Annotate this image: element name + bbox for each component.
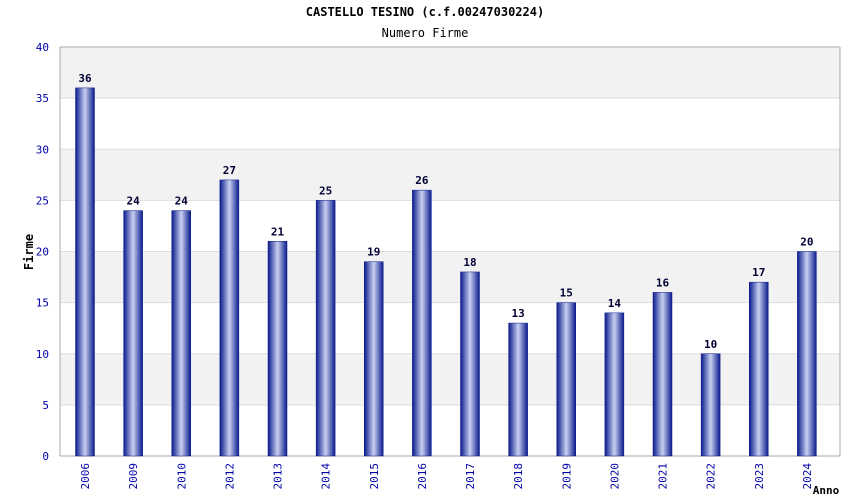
chart-title: CASTELLO TESINO (c.f.00247030224) — [305, 5, 545, 19]
bar — [315, 200, 336, 457]
bar-value-label: 24 — [127, 195, 141, 208]
bar-value-label: 18 — [463, 256, 476, 269]
bar-value-label: 25 — [319, 184, 332, 197]
bar-value-label: 36 — [78, 72, 92, 85]
bar — [267, 241, 288, 457]
x-tick-label: 2023 — [753, 463, 766, 490]
y-tick-label: 15 — [36, 297, 49, 310]
bar-value-label: 16 — [656, 276, 670, 289]
grid-band — [60, 149, 840, 201]
bar-value-label: 14 — [608, 297, 622, 310]
bar — [508, 322, 528, 457]
bar — [123, 210, 143, 457]
bar — [171, 210, 191, 457]
grid-band — [60, 47, 840, 99]
y-tick-label: 0 — [42, 450, 49, 463]
x-tick-label: 2012 — [223, 463, 236, 490]
bar-value-label: 19 — [367, 246, 380, 259]
x-tick-label: 2006 — [79, 463, 92, 490]
bar-value-label: 13 — [512, 307, 525, 320]
x-tick-label: 2014 — [320, 463, 333, 490]
x-tick-label: 2024 — [801, 463, 814, 490]
bar-value-label: 26 — [415, 174, 429, 187]
bar-value-label: 21 — [271, 225, 285, 238]
bar — [412, 189, 432, 457]
y-tick-label: 10 — [36, 348, 49, 361]
y-tick-label: 40 — [36, 41, 49, 54]
bar-value-label: 10 — [704, 338, 717, 351]
bar — [797, 251, 817, 457]
y-tick-label: 25 — [36, 194, 49, 207]
bar-value-label: 27 — [223, 164, 236, 177]
x-tick-label: 2022 — [705, 463, 718, 490]
x-tick-label: 2021 — [657, 463, 670, 490]
bar — [219, 179, 240, 457]
x-tick-label: 2013 — [272, 463, 285, 490]
bar — [604, 312, 625, 457]
x-tick-label: 2010 — [175, 463, 188, 490]
bar-value-label: 20 — [800, 236, 813, 249]
x-axis-label: Anno — [813, 484, 840, 497]
y-axis-label: Firme — [22, 234, 36, 270]
x-tick-label: 2019 — [560, 463, 573, 490]
bar — [749, 281, 769, 457]
x-tick-label: 2016 — [416, 463, 429, 490]
bar — [460, 271, 480, 457]
bar — [700, 353, 721, 457]
x-tick-label: 2018 — [512, 463, 525, 490]
chart-subtitle: Numero Firme — [381, 26, 469, 40]
bar-value-label: 15 — [560, 287, 573, 300]
bar — [75, 87, 95, 457]
y-tick-label: 20 — [36, 246, 49, 259]
x-tick-label: 2009 — [127, 463, 140, 490]
x-tick-label: 2017 — [464, 463, 477, 490]
bar — [556, 302, 576, 457]
bar-value-label: 17 — [752, 266, 765, 279]
x-tick-label: 2015 — [368, 463, 381, 490]
bar — [364, 261, 384, 457]
bar-value-label: 24 — [175, 195, 189, 208]
y-tick-label: 5 — [42, 399, 49, 412]
bar — [652, 292, 673, 457]
y-tick-label: 35 — [36, 92, 49, 105]
y-tick-label: 30 — [36, 143, 49, 156]
x-tick-label: 2020 — [608, 463, 621, 490]
